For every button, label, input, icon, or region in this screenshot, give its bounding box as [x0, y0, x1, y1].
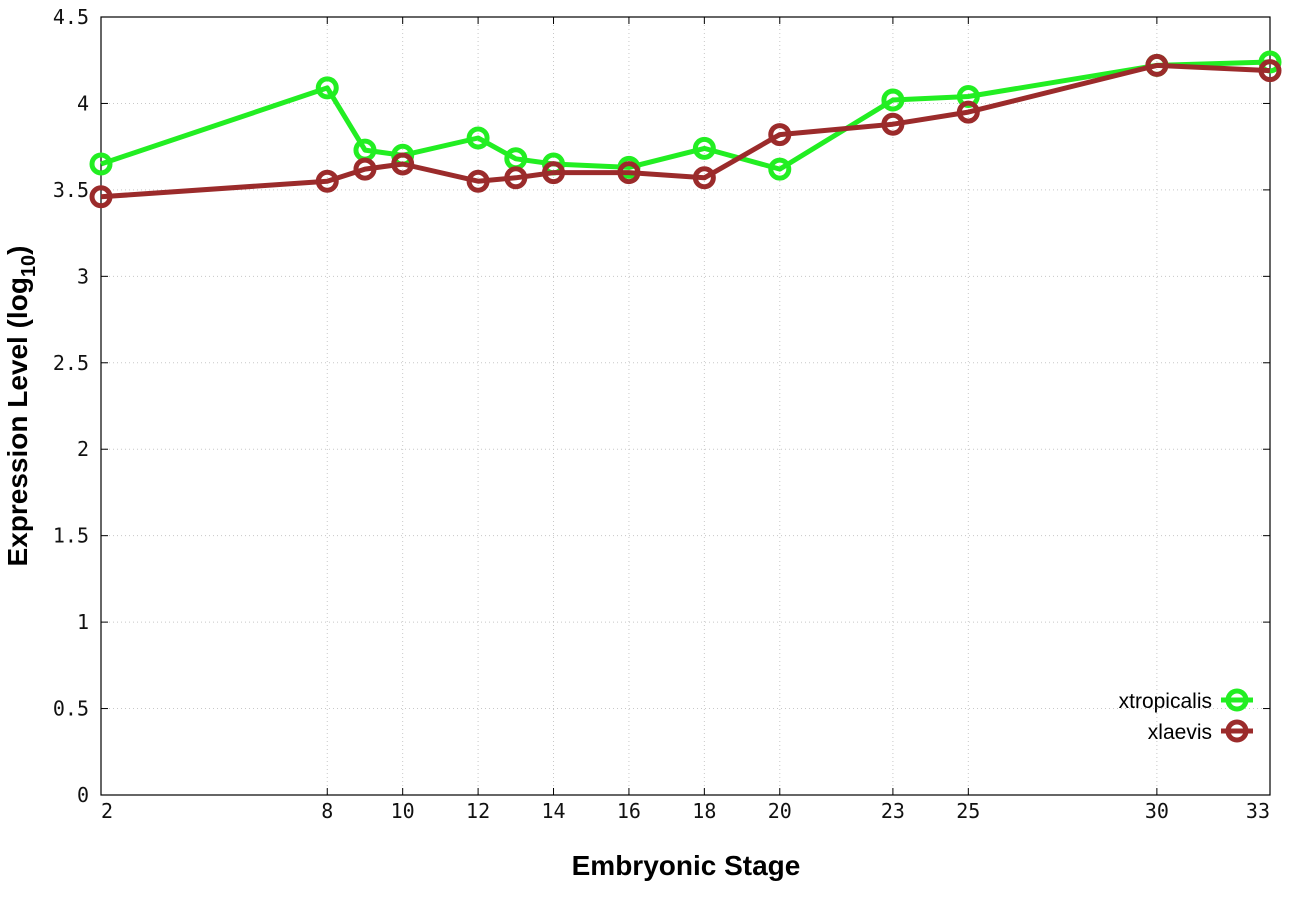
data-point-xlaevis: [1145, 53, 1169, 77]
y-tick-label: 3: [77, 264, 89, 288]
x-tick-label: 12: [466, 799, 490, 823]
y-axis-title: Expression Level (log10): [2, 246, 40, 567]
data-point-xlaevis: [542, 161, 566, 185]
y-tick-label: 4: [77, 91, 89, 115]
data-point-xlaevis: [89, 185, 113, 209]
axis-ticks: 0 0.5 1 1.5 2 2.5 3 3.5 4 4.5 2 8 10 12 14 16 18 20 23 25 30…: [53, 5, 1271, 823]
data-point-xlaevis: [353, 157, 377, 181]
series-layer: [89, 50, 1282, 209]
data-point-xtropicalis: [504, 147, 528, 171]
x-tick-label: 25: [956, 799, 980, 823]
data-point-xlaevis: [504, 166, 528, 190]
legend: xtropicalis xlaevis: [1119, 688, 1253, 744]
y-axis-title-main: Expression Level (log: [2, 277, 33, 566]
data-point-xlaevis: [617, 161, 641, 185]
x-tick-label: 33: [1246, 799, 1270, 823]
data-point-xlaevis: [391, 152, 415, 176]
data-point-xlaevis: [768, 123, 792, 147]
data-point-xtropicalis: [692, 136, 716, 160]
data-point-xtropicalis: [353, 138, 377, 162]
data-point-xtropicalis: [1258, 50, 1282, 74]
data-point-xtropicalis: [315, 76, 339, 100]
legend-swatch-marker-xtropicalis: [1225, 688, 1249, 712]
data-point-xlaevis: [315, 169, 339, 193]
y-tick-label: 1.5: [53, 524, 89, 548]
data-point-xtropicalis: [89, 152, 113, 176]
data-point-xlaevis: [1258, 59, 1282, 83]
data-point-xtropicalis: [466, 126, 490, 150]
legend-label-xtropicalis: xtropicalis: [1119, 690, 1212, 713]
data-point-xlaevis: [692, 166, 716, 190]
data-point-xlaevis: [466, 169, 490, 193]
data-point-xtropicalis: [768, 157, 792, 181]
x-tick-label: 8: [321, 799, 333, 823]
legend-label-xlaevis: xlaevis: [1148, 721, 1212, 744]
x-tick-label: 10: [391, 799, 415, 823]
x-tick-label: 2: [101, 799, 113, 823]
x-tick-label: 16: [617, 799, 641, 823]
data-point-xlaevis: [956, 100, 980, 124]
grid-lines: [101, 17, 1270, 795]
y-axis-title-subscript: 10: [18, 255, 40, 277]
plot-frame: [100, 16, 1271, 796]
y-tick-label: 2: [77, 437, 89, 461]
y-axis-title-close: ): [2, 246, 33, 255]
data-point-xlaevis: [881, 112, 905, 136]
y-tick-label: 4.5: [53, 5, 89, 29]
y-tick-label: 2.5: [53, 351, 89, 375]
series-line-xlaevis: [100, 62, 1271, 200]
y-tick-label: 0.5: [53, 697, 89, 721]
x-axis-title: Embryonic Stage: [572, 850, 801, 881]
x-tick-label: 20: [768, 799, 792, 823]
series-line-xtropicalis: [100, 59, 1271, 172]
x-tick-label: 18: [692, 799, 716, 823]
x-tick-label: 14: [541, 799, 565, 823]
y-tick-label: 1: [77, 610, 89, 634]
legend-swatch-marker-xlaevis: [1225, 719, 1249, 743]
x-tick-label: 30: [1145, 799, 1169, 823]
x-tick-label: 23: [881, 799, 905, 823]
data-point-xtropicalis: [881, 88, 905, 112]
y-tick-label: 3.5: [53, 178, 89, 202]
y-tick-label: 0: [77, 783, 89, 807]
